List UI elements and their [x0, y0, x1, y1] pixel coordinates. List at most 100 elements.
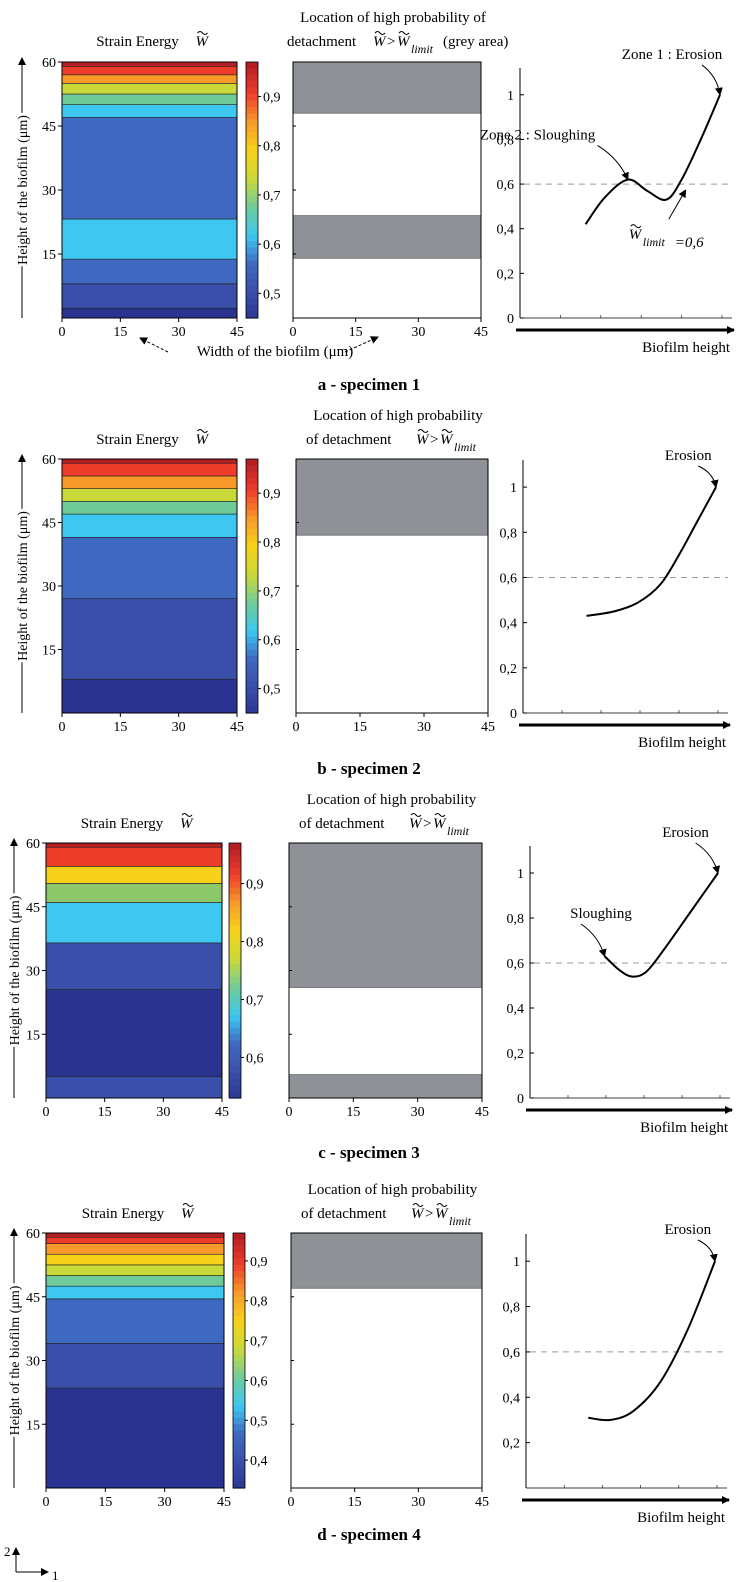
panel-b-cbar-seg-6	[246, 497, 258, 505]
panel-b-cbar-seg-4	[246, 484, 258, 492]
panel-d-cbar-seg-16	[233, 1335, 245, 1342]
panel-a-width-arrow-right	[344, 336, 379, 353]
panel-c-cbar-seg-39	[229, 1091, 241, 1099]
panel-c-heat-band-5	[45, 866, 223, 884]
panel-c-heat-band-6	[45, 846, 223, 867]
panel-b-curve-ytick-label-3: 0,6	[500, 571, 518, 586]
panel-b-detach-w2-limit: limit	[454, 440, 477, 454]
panel-a-width-arrow-left	[139, 337, 169, 353]
panel-b-strain-title: Strain Energy	[96, 432, 179, 448]
panel-b-cbar-seg-0	[246, 459, 258, 466]
panel-d-heat-xtick-label-0: 0	[43, 1495, 50, 1510]
panel-a-heat-band-2	[61, 258, 238, 285]
panel-c-cbar-seg-25	[229, 1002, 241, 1010]
panel-a-heat-band-8	[61, 74, 238, 84]
panel-d-curve-ytick-label-1: 0,4	[503, 1391, 521, 1406]
panel-b-cbar-seg-38	[246, 700, 258, 708]
panel-a-curve-ytick-label-1: 0,2	[497, 267, 515, 282]
panel-a-cbar-seg-28	[246, 241, 258, 249]
panel-b-cbar-seg-14	[246, 547, 258, 555]
panel-d-heat-band-2	[45, 1298, 225, 1344]
panel-c-strain-w-w: W	[180, 816, 194, 832]
panel-b-cbar-seg-35	[246, 681, 258, 689]
panel-a-heat-band-4	[61, 117, 238, 220]
panel-d-cbar-tick-label-4: 0,8	[250, 1295, 268, 1310]
panel-c-cbar-seg-8	[229, 894, 241, 901]
panel-b-cbar-seg-31	[246, 655, 258, 663]
panel-c-annot-sloughing-arrow	[580, 923, 607, 958]
panel-b-cbar-seg-2	[246, 471, 258, 479]
panel-a-cbar-seg-16	[246, 164, 258, 172]
panel-a-curve-ytick-label-3: 0,6	[497, 178, 515, 193]
panel-b-cbar-tick-label-3: 0,8	[263, 536, 281, 551]
panel-b-strain-w-tilde	[197, 429, 208, 433]
panel-a-cbar-seg-30	[246, 254, 258, 261]
panel-a-heat-ytick-label-0: 15	[42, 248, 56, 263]
panel-b-annot-erosion: Erosion	[665, 448, 712, 464]
panel-c-heat-ytick-label-3: 60	[26, 837, 40, 852]
panel-c-annot-sloughing: Sloughing	[570, 906, 632, 922]
panel-b-cbar-seg-20	[246, 586, 258, 593]
panel-d-heat-ytick-label-1: 30	[26, 1355, 40, 1370]
panel-a-cbar-seg-3	[246, 81, 258, 89]
panel-c-cbar-seg-22	[229, 983, 241, 991]
panel-d-cbar-seg-2	[233, 1245, 245, 1253]
panel-c-cbar-seg-7	[229, 887, 241, 895]
panel-d-cbar-frame	[232, 1232, 246, 1489]
panel-d-cbar-seg-12	[233, 1309, 245, 1317]
panel-c-cbar-seg-10	[229, 906, 241, 914]
panel-a-cbar-tick-label-2: 0,7	[263, 189, 281, 204]
panel-c-cbar-tick-label-3: 0,9	[246, 878, 264, 893]
panel-c-detach-title-1: Location of high probability	[307, 792, 477, 808]
panel-c-cbar-seg-19	[229, 964, 241, 972]
panel-d-heat-xtick-label-1: 15	[98, 1495, 112, 1510]
panel-a-detach-xtick-label-3: 45	[474, 325, 488, 340]
panel-d-cbar-seg-21	[233, 1366, 245, 1374]
axis-1-label: 1	[52, 1568, 59, 1582]
panel-d-strain-w-w: W	[181, 1206, 195, 1222]
panel-b-heat-xtick-label-3: 45	[230, 720, 244, 735]
panel-c-heat-ytick-label-1: 30	[26, 965, 40, 980]
panel-b-cbar-seg-16	[246, 560, 258, 568]
panel-d-curve-ytick-label-4: 1	[513, 1255, 520, 1270]
panel-d-heat-ytick-label-2: 45	[26, 1291, 40, 1306]
panel-a-annot-wlimit-tilde	[630, 224, 642, 229]
panel-a-cbar-seg-29	[246, 247, 258, 255]
panel-a-heat-band-10	[61, 61, 238, 67]
panel-c-cbar-seg-18	[229, 957, 241, 965]
panel-d-detach-w2-limit: limit	[449, 1214, 472, 1228]
panel-c-cbar-seg-36	[229, 1072, 241, 1080]
panel-c-cbar-seg-37	[229, 1078, 241, 1086]
panel-b-cbar-tick-label-0: 0,5	[263, 683, 281, 698]
panel-b-cbar-seg-5	[246, 490, 258, 498]
panel-c-cbar-seg-23	[229, 989, 241, 997]
panel-c-curve-ytick-label-2: 0,4	[507, 1002, 525, 1017]
panel-d-grey-zone-0	[290, 1232, 483, 1289]
panel-a-detach-gt: >	[387, 34, 395, 50]
panel-c-grey-zone-0	[288, 842, 483, 988]
panel-d-detach-gt: >	[425, 1206, 433, 1222]
panel-b-heat-band-6	[61, 475, 238, 489]
panel-c-detach-title-2: of detachment	[299, 816, 385, 832]
panel-b-cbar-seg-21	[246, 592, 258, 600]
panel-d-curve-ytick-label-0: 0,2	[503, 1437, 521, 1452]
panel-b-detach-title-1: Location of high probability	[313, 408, 483, 424]
panel-b-cbar-tick-label-1: 0,6	[263, 634, 281, 649]
panel-c-cbar-frame	[228, 842, 242, 1099]
panel-d-cbar-tick-label-0: 0,4	[250, 1454, 268, 1469]
panel-a-heat-band-7	[61, 83, 238, 95]
panel-b-curve-ytick-label-2: 0,4	[500, 617, 518, 632]
panel-b-cbar-seg-28	[246, 636, 258, 644]
panel-b-heat-band-5	[61, 488, 238, 502]
panel-b-detach-xtick-label-3: 45	[481, 720, 495, 735]
panel-d-detach-w2-w: W	[435, 1206, 449, 1222]
panel-c-cbar-seg-27	[229, 1015, 241, 1023]
panel-c-heat-ytick-label-2: 45	[26, 901, 40, 916]
panel-d-detach-title-1: Location of high probability	[308, 1182, 478, 1198]
panel-b-cbar-seg-23	[246, 605, 258, 612]
panel-c-cbar-seg-33	[229, 1053, 241, 1061]
panel-b-cbar-seg-11	[246, 528, 258, 536]
panel-d-biofilm-height-label: Biofilm height	[637, 1510, 726, 1526]
panel-d-detach-w1-tilde	[412, 1203, 424, 1207]
panel-a-cbar-seg-24	[246, 215, 258, 223]
